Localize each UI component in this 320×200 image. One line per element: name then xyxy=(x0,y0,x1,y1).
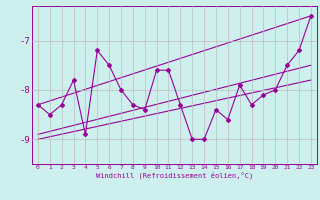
X-axis label: Windchill (Refroidissement éolien,°C): Windchill (Refroidissement éolien,°C) xyxy=(96,172,253,179)
